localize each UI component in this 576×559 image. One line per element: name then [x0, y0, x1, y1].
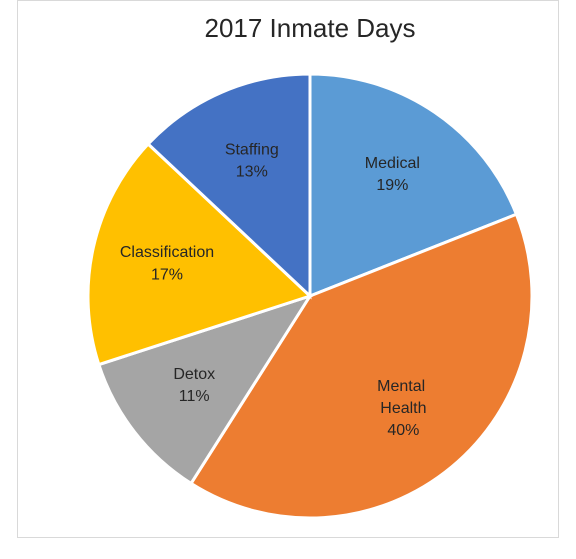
pie-slice — [96, 293, 314, 486]
pie-slice — [146, 72, 312, 300]
data-label: Medical 19% — [365, 155, 420, 194]
label-line: Staffing — [225, 142, 279, 159]
label-line: Medical — [365, 155, 420, 172]
value-label: 17% — [151, 266, 183, 283]
data-label: Mental Health 40% — [377, 378, 429, 439]
value-label: 11% — [179, 388, 210, 405]
pie-slice — [308, 72, 519, 299]
data-label: Classification 17% — [120, 244, 214, 283]
category-label: Detox — [173, 366, 215, 383]
category-label: Staffing — [225, 142, 279, 159]
value-label: 13% — [236, 164, 268, 181]
category-label: Classification — [120, 244, 214, 261]
label-line: Mental — [377, 378, 429, 395]
label-line: Classification — [120, 244, 214, 261]
pie-slice — [188, 212, 534, 520]
category-label: Medical — [365, 155, 420, 172]
label-line: Detox — [173, 366, 215, 383]
data-label: Staffing 13% — [225, 142, 279, 181]
chart-title: 2017 Inmate Days — [204, 13, 415, 43]
label-line: Health — [380, 400, 426, 417]
value-label: 19% — [376, 177, 408, 194]
data-label: Detox 11% — [173, 366, 215, 405]
pie-slice — [86, 141, 313, 367]
value-label: 40% — [387, 422, 419, 439]
category-label: Mental Health — [377, 378, 429, 417]
